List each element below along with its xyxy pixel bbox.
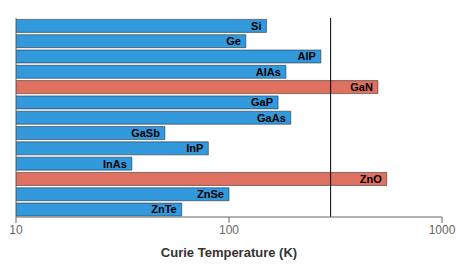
svg-text:GaSb: GaSb [131, 127, 160, 139]
svg-text:Curie Temperature (K): Curie Temperature (K) [161, 245, 297, 260]
svg-text:GaP: GaP [251, 96, 273, 108]
svg-text:InP: InP [186, 142, 203, 154]
svg-text:Si: Si [251, 20, 261, 32]
svg-text:1000: 1000 [429, 223, 456, 237]
svg-text:GaAs: GaAs [257, 112, 286, 124]
svg-text:ZnO: ZnO [360, 173, 382, 185]
svg-text:InAs: InAs [103, 158, 127, 170]
svg-text:ZnSe: ZnSe [197, 188, 224, 200]
svg-text:GaN: GaN [350, 81, 373, 93]
svg-text:100: 100 [219, 223, 239, 237]
svg-text:AlAs: AlAs [256, 66, 281, 78]
svg-text:Ge: Ge [226, 35, 241, 47]
svg-text:AlP: AlP [298, 50, 316, 62]
svg-text:ZnTe: ZnTe [151, 203, 176, 215]
svg-text:10: 10 [9, 223, 23, 237]
